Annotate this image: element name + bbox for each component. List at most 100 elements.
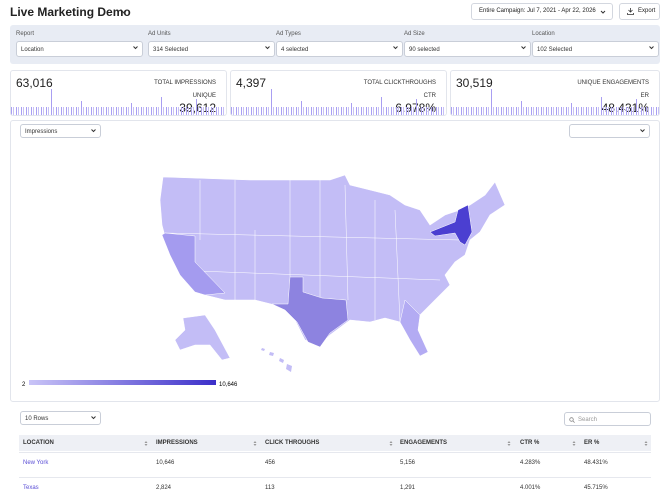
row-divider (19, 477, 651, 478)
date-range-text: Entire Campaign: Jul 7, 2021 - Apr 22, 2… (479, 8, 596, 14)
sparkline (451, 107, 659, 115)
state-new-york[interactable] (429, 204, 473, 246)
column-header[interactable]: ENGAGEMENTS (400, 440, 448, 446)
table-cell: 45.715% (584, 485, 608, 491)
page-size-select[interactable]: 10 Rows (20, 411, 101, 425)
filter-label: Location (532, 31, 555, 37)
state-borders (164, 180, 461, 323)
table-cell: 456 (265, 460, 276, 466)
column-header[interactable]: LOCATION (23, 440, 54, 446)
chevron (640, 129, 645, 133)
state-alaska[interactable] (174, 314, 231, 361)
location-link[interactable]: New York (23, 460, 49, 466)
kpi-sub-label: UNIQUE (192, 93, 216, 99)
sort-icon[interactable] (144, 440, 148, 447)
table-cell: 4.283% (520, 460, 541, 466)
sparkline (11, 107, 226, 115)
filter-value: 102 Selected (537, 47, 573, 53)
chevron (91, 129, 96, 133)
search-icon (569, 417, 575, 423)
sparkline (196, 99, 197, 115)
chevron (265, 46, 270, 50)
column-header[interactable]: CLICK THROUGHS (265, 440, 320, 446)
legend-max: 10,646 (219, 382, 238, 388)
sparkline (416, 99, 417, 115)
us-map: 2 10,646 (22, 174, 506, 388)
page-title[interactable]: Live Marketing Demo (10, 5, 131, 19)
export-button[interactable]: Export (619, 3, 660, 20)
search-input[interactable]: Search (564, 412, 651, 426)
export-icon (627, 8, 634, 15)
map-panel (10, 120, 660, 402)
sort-icon[interactable] (253, 440, 257, 447)
filter-label: Ad Size (404, 31, 425, 37)
sparkline (161, 97, 162, 115)
filter-select[interactable]: 314 Selected (148, 41, 275, 57)
table-header (19, 435, 651, 451)
column-header[interactable]: ER % (584, 440, 600, 446)
kpi-label: UNIQUE ENGAGEMENTS (577, 80, 649, 86)
filter-select[interactable]: 90 selected (404, 41, 531, 57)
sort-icon[interactable] (644, 440, 648, 447)
sparkline (601, 97, 602, 115)
sparkline (301, 101, 302, 115)
legend-gradient (29, 380, 216, 385)
filter-label: Ad Types (276, 31, 301, 37)
table-cell: 10,646 (156, 460, 175, 466)
table-cell: 113 (265, 485, 275, 491)
chevron (521, 46, 526, 50)
title-chevron (121, 10, 127, 14)
sparkline (231, 107, 446, 115)
sparkline (381, 97, 382, 115)
table-cell: 5,156 (400, 460, 416, 466)
kpi-value: 63,016 (16, 76, 53, 90)
sparkline (521, 101, 522, 115)
kpi-value: 4,397 (236, 76, 267, 90)
filter-select[interactable]: 4 selected (276, 41, 403, 57)
secondary-select[interactable] (569, 124, 650, 138)
kpi-sub-label: ER (640, 93, 649, 99)
kpi-value: 30,519 (456, 76, 493, 90)
filter-label: Report (16, 31, 35, 37)
chevron (393, 46, 398, 50)
state-hawaii[interactable] (261, 348, 292, 372)
sparkline (81, 101, 82, 115)
sort-icon[interactable] (572, 440, 576, 447)
table-cell: 48.431% (584, 460, 608, 466)
kpi-label: TOTAL CLICKTHROUGHS (363, 80, 436, 86)
location-link[interactable]: Texas (23, 485, 39, 491)
table-cell: 2,824 (156, 485, 172, 491)
chevron (91, 416, 96, 420)
filter-select[interactable]: Location (16, 41, 143, 57)
date-range-button[interactable]: Entire Campaign: Jul 7, 2021 - Apr 22, 2… (471, 3, 613, 20)
filter-value: 314 Selected (153, 47, 189, 53)
sort-icon[interactable] (389, 440, 393, 447)
sparkline (636, 99, 637, 115)
metric-select[interactable]: Impressions (20, 124, 101, 138)
sparkline (491, 89, 492, 115)
chevron (649, 46, 654, 50)
page-size-text: 10 Rows (25, 416, 49, 422)
state-california[interactable] (161, 232, 226, 296)
sparkline (271, 89, 272, 115)
filter-value: Location (21, 47, 44, 53)
legend-min: 2 (22, 382, 26, 388)
table-cell: 1,291 (400, 485, 416, 491)
metric-text: Impressions (25, 129, 58, 135)
filter-value: 90 selected (409, 47, 440, 53)
search-placeholder: Search (578, 417, 598, 423)
state-texas[interactable] (271, 276, 349, 348)
sparkline (131, 103, 132, 115)
filter-select[interactable]: 102 Selected (532, 41, 659, 57)
column-header[interactable]: CTR % (520, 440, 540, 446)
sort-icon[interactable] (507, 440, 511, 447)
table-cell: 4.001% (520, 485, 541, 491)
filter-label: Ad Units (148, 31, 171, 37)
export-text: Export (638, 8, 656, 14)
column-header[interactable]: IMPRESSIONS (156, 440, 198, 446)
state-florida[interactable] (399, 299, 429, 357)
chevron (133, 46, 138, 50)
